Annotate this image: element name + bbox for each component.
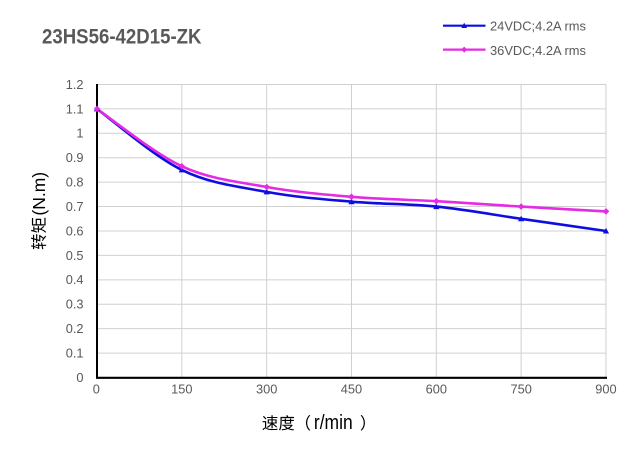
- svg-text:0.7: 0.7: [66, 199, 84, 214]
- svg-text:1.1: 1.1: [66, 101, 84, 116]
- svg-text:0.3: 0.3: [66, 297, 84, 312]
- svg-text:36VDC;4.2A rms: 36VDC;4.2A rms: [490, 43, 586, 58]
- svg-text:0: 0: [93, 382, 100, 397]
- svg-text:(N.m): (N.m): [29, 172, 49, 216]
- svg-text:24VDC;4.2A rms: 24VDC;4.2A rms: [490, 18, 586, 33]
- svg-text:0.5: 0.5: [66, 248, 84, 263]
- svg-text:0: 0: [76, 370, 83, 385]
- svg-text:0.4: 0.4: [66, 272, 84, 287]
- svg-text:150: 150: [171, 382, 192, 397]
- svg-text:0.2: 0.2: [66, 321, 84, 336]
- svg-text:0.9: 0.9: [66, 150, 84, 165]
- svg-text:900: 900: [595, 382, 616, 397]
- svg-text:1: 1: [76, 126, 83, 141]
- svg-text:23HS56-42D15-ZK: 23HS56-42D15-ZK: [42, 25, 202, 48]
- svg-text:0.6: 0.6: [66, 223, 84, 238]
- svg-text:750: 750: [510, 382, 531, 397]
- svg-text:300: 300: [256, 382, 277, 397]
- svg-text:1.2: 1.2: [66, 77, 84, 92]
- svg-text:0.8: 0.8: [66, 175, 84, 190]
- svg-text:r/min: r/min: [314, 411, 353, 434]
- svg-text:450: 450: [341, 382, 362, 397]
- svg-text:600: 600: [426, 382, 447, 397]
- svg-text:0.1: 0.1: [66, 345, 84, 360]
